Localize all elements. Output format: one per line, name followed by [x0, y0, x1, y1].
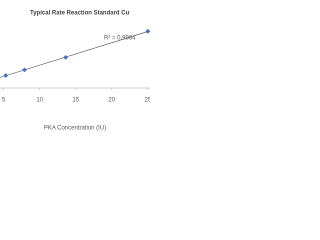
page: {"chart_data": {"type": "scatter", "titl… [0, 0, 150, 150]
annotation: R² = 0.9984 [104, 36, 136, 42]
point [145, 28, 150, 34]
point [22, 67, 27, 73]
chart: Typical Rate Reaction Standard Cu R² = 0… [0, 0, 150, 150]
point [3, 73, 9, 78]
x-axis-label: PKA Concentration (IU) [44, 126, 106, 132]
x-tick-label: 15 [72, 98, 79, 104]
point [63, 55, 69, 60]
background [0, 0, 150, 150]
x-tick-label: 10 [36, 98, 43, 104]
x-tick-label: 20 [108, 98, 115, 104]
chart-title: Typical Rate Reaction Standard Cu [30, 11, 130, 17]
x-tick-label: 25 [144, 98, 150, 104]
x-tick-label: 5 [2, 98, 6, 104]
